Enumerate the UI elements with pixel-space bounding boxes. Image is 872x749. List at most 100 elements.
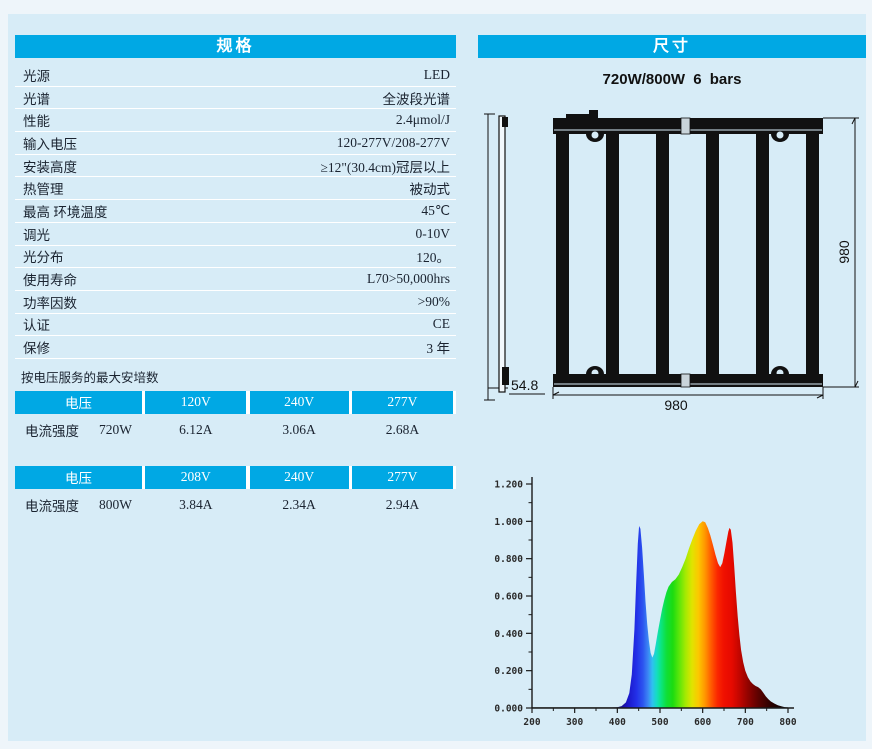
spec-row: 光源 LED <box>15 64 456 87</box>
spec-label: 性能 <box>23 114 50 130</box>
dimension-bar-depth: 54.8 <box>511 377 538 393</box>
spec-value: 被动式 <box>409 182 451 198</box>
axis-tick-label: 1.200 <box>494 480 523 491</box>
spec-label: 认证 <box>23 318 50 334</box>
current-label: 电流强度 <box>25 499 79 515</box>
spec-value: 0-10V <box>415 225 451 241</box>
spec-label: 安装高度 <box>23 159 77 175</box>
current-label: 电流强度 <box>25 424 79 440</box>
amp-header-cell: 电压 <box>15 465 142 489</box>
fixture-light-bars <box>556 134 819 374</box>
amp-table-header-row: 电压 120V 240V 277V <box>15 390 456 414</box>
specifications-section: 规格 光源 LED 光谱 全波段光谱性能 2.4μmol/J 输入电压 120-277V/2… <box>15 14 456 522</box>
amp-header-cell: 240V <box>249 465 349 489</box>
amp-table-720w: 电压 120V 240V 277V 电流强度 720W 6.12A 3.06A 2.68A <box>15 390 456 447</box>
chart-axes <box>531 477 794 709</box>
spec-row: 认证 CE <box>15 314 456 337</box>
axis-tick-label: 800 <box>779 717 796 728</box>
spec-row: 性能 2.4μmol/J <box>15 109 456 133</box>
spec-value: 120。 <box>416 250 450 266</box>
spec-value: 120-277V/208-277V <box>336 134 450 150</box>
chart-tick-marks <box>526 483 789 713</box>
fixture-model-title: 720W/800W 6 bars <box>602 71 742 88</box>
spec-table: 光源 LED 光谱 全波段光谱性能 2.4μmol/J 输入电压 120-277V/208-… <box>15 64 456 359</box>
spec-label: 光谱 <box>23 91 50 107</box>
spec-row: 输入电压 120-277V/208-277V <box>15 132 456 155</box>
spec-label: 光源 <box>23 68 50 84</box>
axis-tick-label: 0.400 <box>494 629 523 640</box>
amp-value-cell: 2.94A <box>385 497 420 513</box>
datasheet-panel: 规格 光源 LED 光谱 全波段光谱性能 2.4μmol/J 输入电压 120-277V/2… <box>8 14 866 741</box>
spec-value: 3 年 <box>426 341 450 357</box>
axis-tick-label: 200 <box>523 717 540 728</box>
spec-label: 输入电压 <box>23 136 77 152</box>
spec-value: ≥12"(30.4cm)冠层以上 <box>320 159 450 175</box>
spec-row: 最高 环境温度 45℃ <box>15 200 456 223</box>
amp-value-cell: 3.84A <box>179 497 213 513</box>
axis-tick-label: 600 <box>694 717 711 728</box>
axis-tick-label: 1.000 <box>494 517 523 528</box>
dimension-width: 980 <box>664 397 688 413</box>
spec-row: 使用寿命 L70>50,000hrs <box>15 268 456 291</box>
dimensions-header: 尺寸 <box>478 35 866 58</box>
spec-row: 保修 3 年 <box>15 336 456 359</box>
max-amps-note: 按电压服务的最大安培数 <box>21 370 159 385</box>
dimensions-section: 尺寸 720W/800W 6 bars 54.8 <box>478 14 866 728</box>
specifications-header: 规格 <box>15 35 456 58</box>
amp-header-cell: 电压 <box>15 390 142 414</box>
fixture-bottom-rail <box>553 373 823 388</box>
dimension-height: 980 <box>836 240 852 264</box>
amp-header-cell: 277V <box>351 465 453 489</box>
spec-label: 调光 <box>23 227 50 243</box>
spec-value: 2.4μmol/J <box>395 112 450 128</box>
amp-value-cell: 2.34A <box>282 497 316 513</box>
spec-value: >90% <box>417 293 450 309</box>
axis-tick-label: 0.000 <box>494 704 523 715</box>
spec-value: 全波段光谱 <box>382 91 451 107</box>
axis-tick-label: 500 <box>651 717 668 728</box>
amp-header-cell: 240V <box>249 390 349 414</box>
spec-row: 光分布 120。 <box>15 246 456 269</box>
spec-value: LED <box>423 66 450 82</box>
axis-tick-label: 300 <box>566 717 583 728</box>
amp-value-cell: 2.68A <box>385 422 420 438</box>
amp-value-cell: 3.06A <box>282 422 316 438</box>
amp-value-cell: 6.12A <box>179 422 213 438</box>
amp-header-cell: 277V <box>351 390 453 414</box>
fixture-drawing: 54.8 <box>484 110 859 413</box>
spec-value: CE <box>432 316 450 332</box>
spec-value: 45℃ <box>421 202 450 218</box>
axis-tick-label: 700 <box>737 717 754 728</box>
amp-table-800w: 电压 208V 240V 277V 电流强度 800W 3.84A 2.34A 2.94A <box>15 465 456 522</box>
amp-header-cell: 208V <box>145 465 247 489</box>
height-dimension-line <box>823 117 859 388</box>
spec-label: 保修 <box>23 341 50 357</box>
spec-label: 热管理 <box>23 182 64 198</box>
spec-row: 热管理 被动式 <box>15 177 456 201</box>
axis-tick-label: 0.800 <box>494 554 523 565</box>
spec-row: 调光 0-10V <box>15 223 456 246</box>
width-dimension-line <box>552 387 824 399</box>
fixture-side-view <box>498 115 509 393</box>
spec-value: L70>50,000hrs <box>367 271 450 287</box>
spec-label: 光分布 <box>23 250 64 266</box>
wattage-label: 800W <box>99 497 132 513</box>
axis-tick-label: 0.200 <box>494 666 523 677</box>
spec-label: 功率因数 <box>23 295 77 311</box>
spec-label: 使用寿命 <box>23 273 77 289</box>
amp-table-data-row: 电流强度 720W 6.12A 3.06A 2.68A <box>15 414 456 447</box>
spec-row: 安装高度 ≥12"(30.4cm)冠层以上 <box>15 155 456 178</box>
amp-row-label-cell: 电流强度 720W <box>15 414 142 447</box>
amp-row-label-cell: 电流强度 800W <box>15 489 142 522</box>
wattage-label: 720W <box>99 422 132 438</box>
spec-row: 功率因数 >90% <box>15 291 456 314</box>
amp-table-data-row: 电流强度 800W 3.84A 2.34A 2.94A <box>15 489 456 522</box>
spectrum-area <box>532 521 788 708</box>
axis-tick-label: 0.600 <box>494 592 523 603</box>
amp-table-header-row: 电压 208V 240V 277V <box>15 465 456 489</box>
axis-tick-label: 400 <box>609 717 626 728</box>
amp-header-cell: 120V <box>145 390 247 414</box>
fixture-top-rail <box>553 110 823 135</box>
